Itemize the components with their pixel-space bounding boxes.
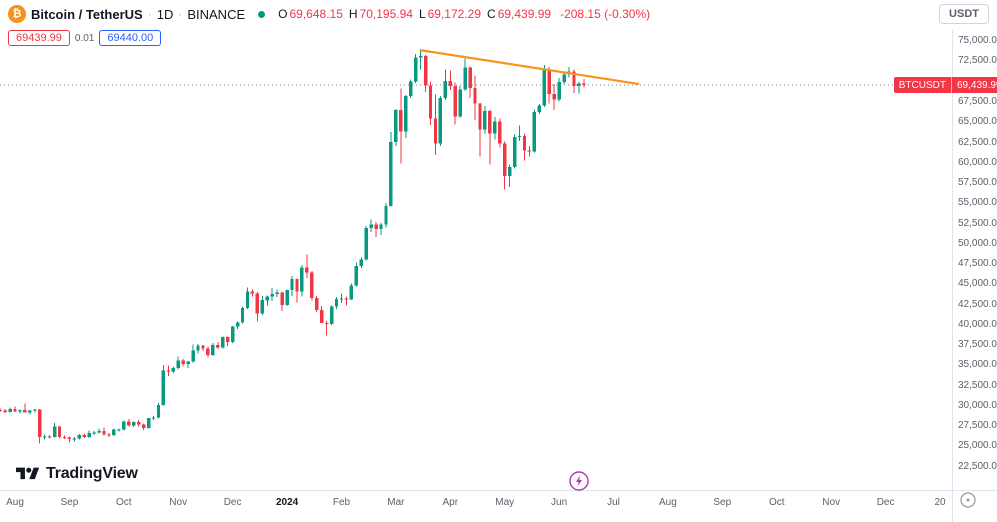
price-tick: 47,500.00 bbox=[958, 258, 997, 269]
close-value: 69,439.99 bbox=[497, 7, 552, 21]
flash-lightning-icon[interactable] bbox=[568, 470, 590, 492]
time-tick: Feb bbox=[332, 497, 351, 508]
symbol-title[interactable]: Bitcoin / TetherUS bbox=[31, 6, 143, 22]
time-tick: Aug bbox=[658, 497, 677, 508]
bitcoin-icon: ₿ bbox=[8, 5, 26, 23]
price-tick: 62,500.00 bbox=[958, 136, 997, 148]
price-tick: 65,000.00 bbox=[958, 116, 997, 128]
tradingview-logo-text: TradingView bbox=[46, 465, 138, 482]
time-tick: May bbox=[495, 497, 515, 508]
price-tick: 75,000.00 bbox=[958, 35, 997, 47]
time-tick: Jul bbox=[607, 497, 620, 508]
close-label: C bbox=[487, 7, 496, 21]
price-tick: 40,000.00 bbox=[958, 318, 997, 330]
price-tick: 22,500.00 bbox=[958, 460, 997, 472]
time-tick: Oct bbox=[769, 497, 785, 508]
separator: · bbox=[147, 7, 152, 21]
time-tick: 2024 bbox=[275, 497, 299, 508]
spread-value: 0.01 bbox=[74, 32, 95, 44]
price-tick: 37,500.00 bbox=[958, 339, 997, 351]
time-axis[interactable]: Aug Sep Oct Nov Dec 2024 Feb Mar Apr May Jun Jul Aug… bbox=[0, 490, 952, 522]
price-tick: 57,500.00 bbox=[958, 177, 997, 188]
last-price-label: BTCUSDT 69,439.99 bbox=[893, 77, 997, 94]
axis-settings-icon[interactable] bbox=[959, 491, 977, 509]
low-label: L bbox=[418, 7, 426, 21]
last-price-value: 69,439.99 bbox=[952, 77, 997, 94]
time-tick: Sep bbox=[713, 497, 732, 508]
price-tick: 35,000.00 bbox=[958, 359, 997, 371]
market-open-status-icon bbox=[258, 10, 266, 18]
time-tick: Oct bbox=[116, 497, 132, 508]
time-tick: Mar bbox=[387, 497, 405, 508]
price-tick: 32,500.00 bbox=[958, 379, 997, 391]
ohlc-values: O 69,648.15 H 70,195.94 L 69,172.29 C 69,439… bbox=[274, 7, 551, 21]
price-tick: 27,500.00 bbox=[958, 420, 997, 432]
price-change: -208.15 (-0.30%) bbox=[560, 7, 651, 21]
price-tick: 60,000.00 bbox=[958, 156, 997, 168]
time-tick: Nov bbox=[822, 497, 841, 508]
buy-price-button[interactable]: 69440.00 bbox=[99, 30, 162, 46]
price-tick: 25,000.00 bbox=[958, 440, 997, 452]
open-label: O bbox=[278, 7, 288, 21]
price-tick: 55,000.00 bbox=[958, 197, 997, 209]
open-value: 69,648.15 bbox=[289, 7, 343, 21]
last-price-symbol: BTCUSDT bbox=[893, 77, 952, 94]
price-axis[interactable]: 75,000.00 72,500.00 67,500.00 65,000.00 62,5… bbox=[952, 30, 997, 490]
currency-toggle-button[interactable]: USDT bbox=[939, 4, 989, 24]
time-tick: 20 bbox=[934, 497, 946, 508]
price-tick: 30,000.00 bbox=[958, 399, 997, 411]
sell-price-button[interactable]: 69439.99 bbox=[8, 30, 70, 46]
high-label: H bbox=[348, 7, 358, 21]
time-tick: Dec bbox=[223, 497, 242, 508]
price-tick: 50,000.00 bbox=[958, 237, 997, 249]
axis-corner bbox=[952, 490, 997, 522]
price-tick: 45,000.00 bbox=[958, 278, 997, 290]
price-tick: 42,500.00 bbox=[958, 298, 997, 310]
high-value: 70,195.94 bbox=[359, 7, 413, 21]
time-tick: Apr bbox=[442, 497, 459, 508]
separator: · bbox=[178, 7, 183, 21]
price-tick: 67,500.00 bbox=[958, 95, 997, 107]
low-value: 69,172.29 bbox=[427, 7, 482, 21]
time-tick: Nov bbox=[169, 497, 188, 508]
time-tick: Sep bbox=[60, 497, 79, 508]
tradingview-logomark bbox=[16, 467, 39, 480]
price-tick: 72,500.00 bbox=[958, 55, 997, 67]
candlestick-chart-canvas[interactable] bbox=[0, 30, 952, 490]
time-tick: Jun bbox=[551, 497, 568, 508]
exchange-label[interactable]: BINANCE bbox=[187, 6, 246, 22]
price-tick: 52,500.00 bbox=[958, 217, 997, 229]
time-tick: Dec bbox=[876, 497, 895, 508]
chart-header: ₿ Bitcoin / TetherUS · 1D · BINANCE O 69,… bbox=[0, 0, 997, 28]
tradingview-logo[interactable]: TradingView bbox=[16, 465, 138, 483]
time-tick: Aug bbox=[6, 497, 24, 508]
bid-ask-panel: 69439.99 0.01 69440.00 bbox=[8, 30, 162, 46]
interval-button[interactable]: 1D bbox=[156, 6, 174, 22]
